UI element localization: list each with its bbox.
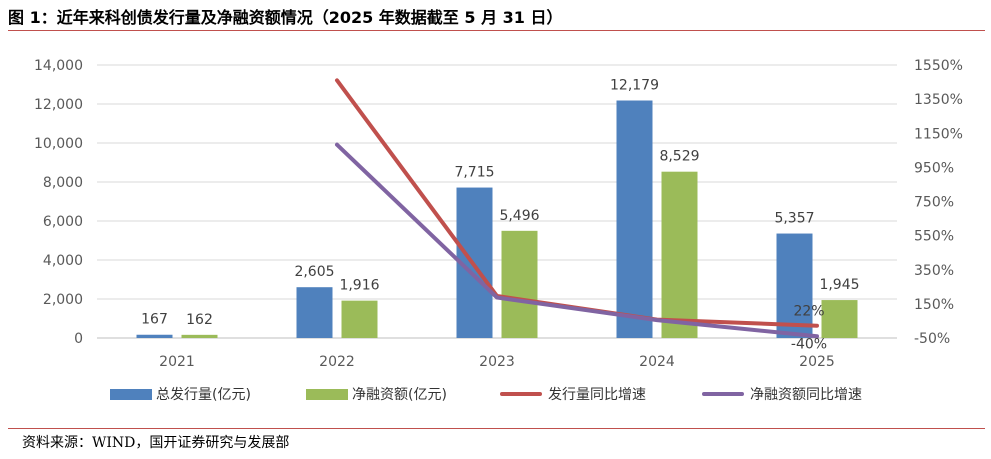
bar-data-label: 8,529 xyxy=(659,149,699,165)
bar xyxy=(296,287,333,338)
chart-legend: 总发行量(亿元) 净融资额(亿元) 发行量同比增速 净融资额同比增速 xyxy=(0,384,991,414)
bar-data-label: 5,496 xyxy=(499,208,539,224)
bar xyxy=(181,334,218,338)
line-data-label: 22% xyxy=(793,304,824,320)
bar xyxy=(341,300,378,338)
x-tick-label: 2022 xyxy=(319,354,355,370)
x-tick-label: 2023 xyxy=(479,354,515,370)
legend-item-net: 净融资额(亿元) xyxy=(306,384,447,404)
y-tick-label: 0 xyxy=(74,331,83,347)
legend-swatch-net-growth xyxy=(702,392,744,396)
x-tick-label: 2025 xyxy=(799,354,835,370)
bar-series xyxy=(136,100,858,339)
bar-data-label: 2,605 xyxy=(294,264,334,280)
combo-chart: 0 2,000 4,000 6,000 8,000 10,000 12,000 14,000 -… xyxy=(34,58,963,370)
y-tick-label: 2,000 xyxy=(43,292,83,308)
source-divider xyxy=(8,428,985,429)
y2-tick-label: 750% xyxy=(914,195,954,211)
y-tick-label: 4,000 xyxy=(43,253,83,269)
title-divider xyxy=(8,30,985,31)
line-data-label: -40% xyxy=(791,336,827,352)
legend-item-issuance-growth: 发行量同比增速 xyxy=(500,384,646,404)
bar-data-label: 7,715 xyxy=(454,165,494,181)
bar-data-label: 167 xyxy=(141,312,168,328)
y2-tick-label: 1150% xyxy=(914,126,963,142)
bar xyxy=(661,171,698,338)
legend-label-issuance-growth: 发行量同比增速 xyxy=(548,387,646,403)
y2-tick-label: 150% xyxy=(914,297,954,313)
bar-data-label: 1,916 xyxy=(339,278,379,294)
bar xyxy=(616,100,653,339)
legend-swatch-issuance xyxy=(110,388,152,400)
axes: 0 2,000 4,000 6,000 8,000 10,000 12,000 14,000 -… xyxy=(34,58,963,370)
y2-tick-label: 350% xyxy=(914,263,954,279)
x-tick-label: 2024 xyxy=(639,354,675,370)
legend-item-issuance: 总发行量(亿元) xyxy=(110,384,251,404)
bar xyxy=(776,233,813,338)
line-series xyxy=(335,78,819,339)
x-tick-label: 2021 xyxy=(159,354,195,370)
line-series-path xyxy=(335,78,819,328)
y-tick-label: 8,000 xyxy=(43,175,83,191)
bar-data-label: 162 xyxy=(186,312,213,328)
bar xyxy=(821,300,858,338)
line-series-path xyxy=(335,142,819,339)
y2-tick-label: -50% xyxy=(914,331,950,347)
source-note: 资料来源：WIND，国开证券研究与发展部 xyxy=(22,435,290,451)
y2-tick-label: 950% xyxy=(914,160,954,176)
bar xyxy=(136,334,173,338)
legend-label-net: 净融资额(亿元) xyxy=(352,387,447,403)
bar-data-label: 5,357 xyxy=(774,211,814,227)
data-labels: 167 2,605 7,715 12,179 5,357 162 1,916 5,496 8,5… xyxy=(141,78,859,353)
bar-data-label: 1,945 xyxy=(819,277,859,293)
legend-label-issuance: 总发行量(亿元) xyxy=(156,387,251,403)
y2-tick-label: 550% xyxy=(914,229,954,245)
legend-label-net-growth: 净融资额同比增速 xyxy=(750,387,862,403)
grid-lines xyxy=(97,64,897,300)
y2-tick-label: 1350% xyxy=(914,92,963,108)
y-tick-label: 10,000 xyxy=(34,136,83,152)
legend-swatch-issuance-growth xyxy=(500,392,542,396)
bar xyxy=(501,230,538,338)
y-tick-label: 6,000 xyxy=(43,214,83,230)
legend-item-net-growth: 净融资额同比增速 xyxy=(702,384,862,404)
y-tick-label: 12,000 xyxy=(34,97,83,113)
y-tick-label: 14,000 xyxy=(34,58,83,74)
bar-data-label: 12,179 xyxy=(610,78,659,94)
figure-title: 图 1：近年来科创债发行量及净融资额情况（2025 年数据截至 5 月 31 日… xyxy=(8,8,563,27)
y2-tick-label: 1550% xyxy=(914,58,963,74)
legend-swatch-net xyxy=(306,388,348,400)
